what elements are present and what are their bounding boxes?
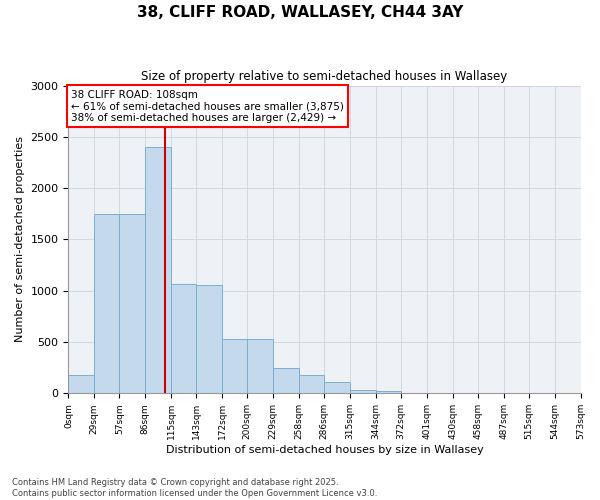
Bar xyxy=(94,214,119,394)
Bar xyxy=(196,284,222,394)
Title: Size of property relative to semi-detached houses in Wallasey: Size of property relative to semi-detach… xyxy=(142,70,508,83)
Text: 38 CLIFF ROAD: 108sqm
← 61% of semi-detached houses are smaller (3,875)
38% of s: 38 CLIFF ROAD: 108sqm ← 61% of semi-deta… xyxy=(71,90,344,123)
Bar xyxy=(145,147,171,394)
Bar xyxy=(222,339,247,394)
Bar xyxy=(299,376,324,394)
X-axis label: Distribution of semi-detached houses by size in Wallasey: Distribution of semi-detached houses by … xyxy=(166,445,484,455)
Bar xyxy=(350,390,376,394)
Text: Contains HM Land Registry data © Crown copyright and database right 2025.
Contai: Contains HM Land Registry data © Crown c… xyxy=(12,478,377,498)
Text: 38, CLIFF ROAD, WALLASEY, CH44 3AY: 38, CLIFF ROAD, WALLASEY, CH44 3AY xyxy=(137,5,463,20)
Bar xyxy=(68,376,94,394)
Y-axis label: Number of semi-detached properties: Number of semi-detached properties xyxy=(15,136,25,342)
Bar xyxy=(273,368,299,394)
Bar xyxy=(247,339,273,394)
Bar xyxy=(171,284,196,394)
Bar xyxy=(376,391,401,394)
Bar xyxy=(119,214,145,394)
Bar xyxy=(324,382,350,394)
